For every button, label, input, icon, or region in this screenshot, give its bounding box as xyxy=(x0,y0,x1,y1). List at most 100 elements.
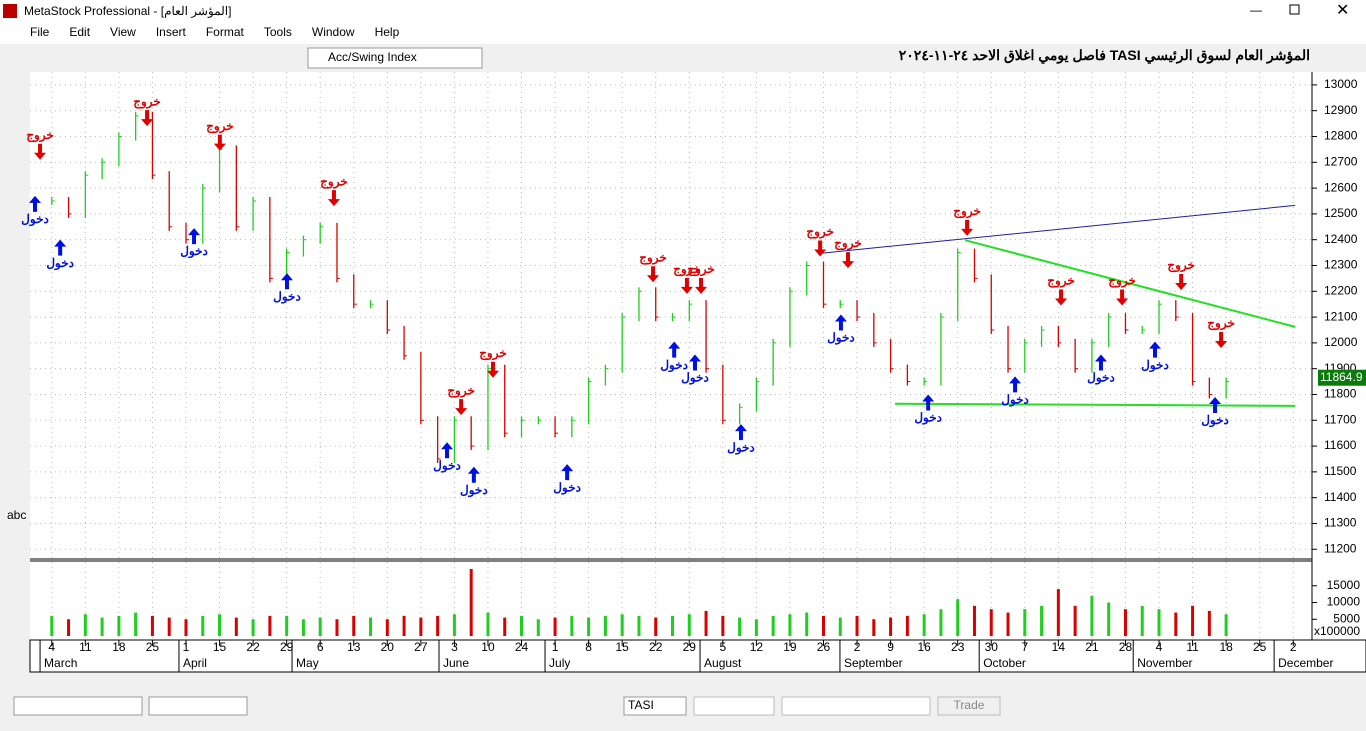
menu-item[interactable]: Edit xyxy=(69,25,90,39)
signal-label: دخول xyxy=(1201,413,1229,428)
x-tick-label: 19 xyxy=(783,640,797,654)
x-tick-label: 12 xyxy=(750,640,764,654)
volume-bar xyxy=(486,612,490,636)
entry-arrow xyxy=(668,341,681,358)
volume-bar xyxy=(352,615,356,636)
volume-bar xyxy=(1023,609,1027,636)
volume-bar xyxy=(536,619,540,636)
trade-button[interactable] xyxy=(937,696,1001,716)
close[interactable]: ✕ xyxy=(1336,2,1349,19)
symbol: TASI xyxy=(628,698,654,712)
x-tick-label: 25 xyxy=(146,640,160,654)
volume-bar xyxy=(587,617,591,636)
volume-bar xyxy=(989,609,993,636)
month-label: September xyxy=(844,656,903,670)
signal-label: خروج xyxy=(1108,274,1136,289)
signal-label: خروج xyxy=(206,119,234,134)
side-label[interactable]: abc xyxy=(7,508,26,522)
entry-arrow xyxy=(1148,341,1161,358)
volume-bar xyxy=(218,614,222,636)
menu-item[interactable]: Format xyxy=(206,25,245,39)
y-tick-label: 11800 xyxy=(1324,387,1357,401)
restore[interactable] xyxy=(1289,4,1300,15)
x-tick-label: 23 xyxy=(951,640,965,654)
indicator-select[interactable] xyxy=(307,47,483,69)
menu-item[interactable]: Tools xyxy=(264,25,292,39)
y-tick-label: 15000 xyxy=(1327,578,1361,592)
volume-bar xyxy=(1090,595,1094,636)
x-tick-label: 27 xyxy=(414,640,428,654)
y-tick-label: 11300 xyxy=(1324,516,1357,530)
exit-arrow xyxy=(695,277,708,294)
title-part: فاصل يومي اغلاق الاحد ٢٤-١١-٢٠٢٤ xyxy=(898,47,1106,63)
y-tick-label: 13000 xyxy=(1324,77,1358,91)
line-style-select[interactable] xyxy=(13,696,143,716)
exit-arrow xyxy=(1055,289,1068,306)
indicator-name: Acc/Swing Index xyxy=(328,50,417,64)
x-tick-label: 2 xyxy=(854,640,861,654)
x-tick-label: 28 xyxy=(1119,640,1133,654)
x-tick-label: 16 xyxy=(917,640,931,654)
menu-item[interactable]: View xyxy=(110,25,136,39)
line-width-select[interactable] xyxy=(148,696,248,716)
x-tick-label: 25 xyxy=(1253,640,1267,654)
x-tick-label: 4 xyxy=(1156,640,1163,654)
volume-bar xyxy=(1006,612,1010,636)
x-tick-label: 26 xyxy=(817,640,831,654)
volume-bar xyxy=(369,617,373,636)
exit-arrow xyxy=(647,266,660,283)
signal-label: دخول xyxy=(21,212,49,227)
menu-item[interactable]: Window xyxy=(312,25,355,39)
volume-bar xyxy=(905,615,909,636)
signal-label: خروج xyxy=(953,204,981,219)
signal-label: دخول xyxy=(1087,371,1115,386)
month-label: November xyxy=(1137,656,1192,670)
volume-bar xyxy=(301,619,305,636)
month-label: April xyxy=(183,656,207,670)
menu-item[interactable]: Insert xyxy=(156,25,187,39)
signal-label: دخول xyxy=(1141,358,1169,373)
menu-item[interactable]: Help xyxy=(375,25,400,39)
exit-arrow xyxy=(680,277,693,294)
volume-bar xyxy=(201,615,205,636)
volume-bar xyxy=(1123,609,1127,636)
volume-bar xyxy=(855,615,859,636)
volume-bar xyxy=(570,615,574,636)
signal-label: خروج xyxy=(639,250,667,265)
y-tick-label: 12200 xyxy=(1324,283,1358,297)
volume-bar xyxy=(1107,602,1111,636)
x-tick-label: 11 xyxy=(79,640,92,654)
volume-bar xyxy=(385,619,389,636)
signal-label: خروج xyxy=(1167,258,1195,273)
x-tick-label: 5 xyxy=(719,640,726,654)
volume-bar xyxy=(838,617,842,636)
entry-arrow xyxy=(467,466,480,483)
y-tick-label: 11700 xyxy=(1324,412,1357,426)
volume-bar xyxy=(520,615,524,636)
trendline xyxy=(894,402,1296,407)
app-icon xyxy=(3,4,17,18)
y-tick-label: 11200 xyxy=(1324,541,1357,555)
x-tick-label: 22 xyxy=(649,640,663,654)
select[interactable] xyxy=(781,696,931,716)
select[interactable] xyxy=(693,696,775,716)
minimize[interactable]: — xyxy=(1250,3,1262,17)
volume-bar xyxy=(251,619,255,636)
y-tick-label: 11400 xyxy=(1324,490,1357,504)
signal-label: خروج xyxy=(447,383,475,398)
volume-bar xyxy=(402,615,406,636)
symbol-box[interactable] xyxy=(623,696,687,716)
entry-arrow xyxy=(1209,397,1222,414)
volume-bar xyxy=(922,614,926,636)
exit-arrow xyxy=(814,240,827,257)
volume-bar xyxy=(620,614,624,636)
signal-label: خروج xyxy=(834,236,862,251)
exit-arrow xyxy=(327,190,340,207)
volume-bar xyxy=(67,619,71,636)
y-tick-label: 12300 xyxy=(1324,258,1358,272)
trade-label: Trade xyxy=(954,698,985,712)
exit-arrow xyxy=(34,143,47,160)
menu-item[interactable]: File xyxy=(30,25,50,39)
volume-bar xyxy=(1157,609,1161,636)
